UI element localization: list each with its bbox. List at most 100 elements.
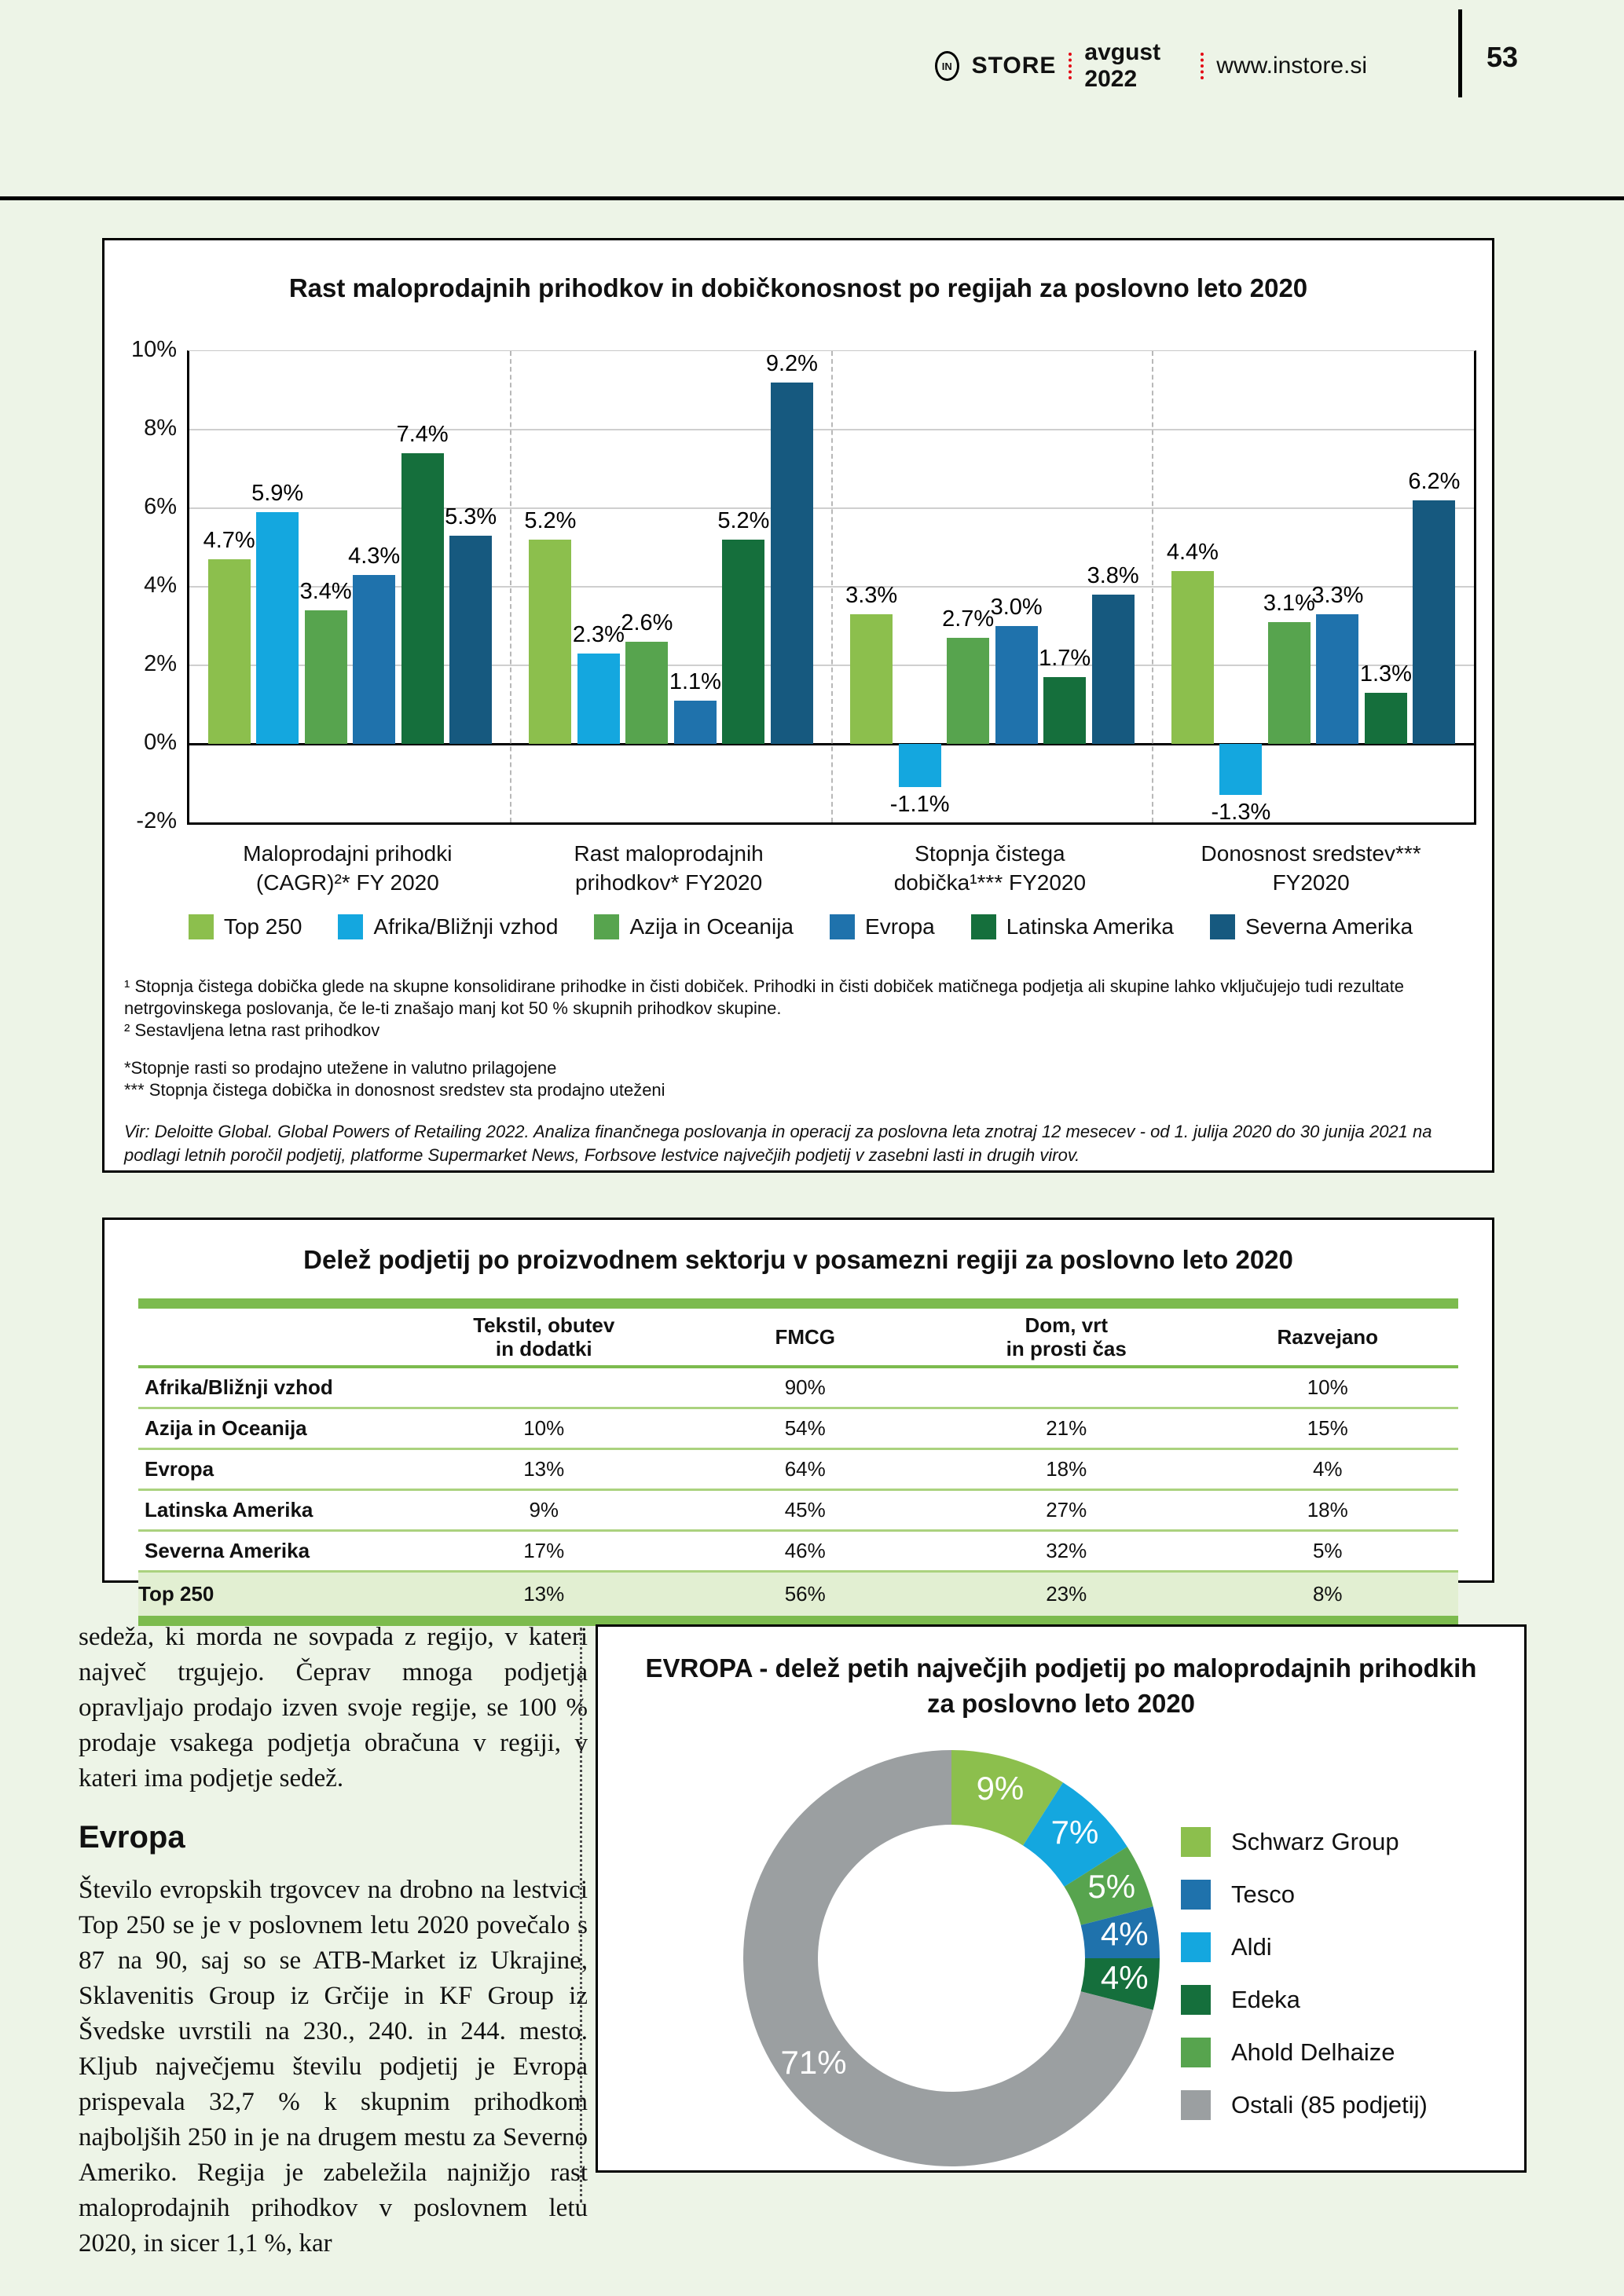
table-title: Delež podjetij po proizvodnem sektorju v…: [303, 1245, 1293, 1274]
region-cell: Severna Amerika: [145, 1539, 310, 1562]
bar-afrika-bli-nji-vzhod: [1219, 744, 1263, 795]
bar-value-label: 2.3%: [572, 622, 625, 647]
bar-chart-title: Rast maloprodajnih prihodkov in dobičkon…: [288, 273, 1308, 302]
donut-legend-item: Schwarz Group: [1181, 1815, 1428, 1868]
bar-value-label: 1.1%: [669, 669, 721, 694]
footnote: *Stopnje rasti so prodajno utežene in va…: [124, 1058, 557, 1078]
bar-latinska-amerika: [1364, 693, 1407, 744]
table-header-cell: Dom, vrt in prosti čas: [936, 1309, 1197, 1368]
donut-chart-title: EVROPA - delež petih največjih podjetij …: [598, 1650, 1524, 1721]
category-label-line: Stopnja čistega: [915, 841, 1065, 866]
bar-value-label: -1.3%: [1211, 800, 1271, 825]
legend-swatch-icon: [594, 914, 620, 939]
value-cell: 90%: [784, 1375, 826, 1399]
table-row: Latinska Amerika 9% 45% 27% 18%: [138, 1489, 1458, 1531]
bar-value-label: 5.2%: [524, 508, 577, 533]
donut-legend-label: Schwarz Group: [1231, 1827, 1399, 1855]
bar-afrika-bli-nji-vzhod: [577, 654, 620, 744]
table-row: Azija in Oceanija 10% 54% 21% 15%: [138, 1408, 1458, 1449]
sector-share-table: Tekstil, obutev in dodatki FMCG Dom, vrt in …: [138, 1309, 1458, 1616]
header-separator-icon: [1069, 53, 1072, 79]
donut-legend: Schwarz Group Tesco Aldi Edeka Ahold Delhaiz…: [1181, 1815, 1428, 2131]
bar-value-label: 4.4%: [1166, 540, 1219, 565]
header-line: Razvejano: [1277, 1325, 1379, 1349]
category-label-line: Rast maloprodajnih: [574, 841, 764, 866]
legend-swatch-icon: [1181, 1826, 1211, 1857]
value-cell: 23%: [1046, 1582, 1087, 1606]
bar-evropa: [673, 701, 717, 744]
bar-latinska-amerika: [401, 453, 444, 744]
category-label-line: (CAGR)²* FY 2020: [255, 870, 439, 895]
donut-title-line2: za poslovno leto 2020: [926, 1689, 1196, 1718]
category-label-line: Maloprodajni prihodki: [243, 841, 453, 866]
group-separator: [830, 351, 833, 822]
header-line: Tekstil, obutev: [473, 1313, 615, 1337]
value-cell: 15%: [1307, 1416, 1348, 1440]
legend-item: Afrika/Bližnji vzhod: [338, 914, 558, 939]
bar-value-label: 9.2%: [765, 351, 818, 376]
bar-chart-panel: Rast maloprodajnih prihodkov in dobičkon…: [102, 238, 1494, 1173]
table-top-bar: [138, 1298, 1458, 1309]
legend-item: Top 250: [188, 914, 302, 939]
legend-swatch-icon: [1181, 1932, 1211, 1962]
legend-item: Evropa: [830, 914, 935, 939]
donut-slice-edeka: [1080, 1958, 1160, 2010]
legend-label: Severna Amerika: [1245, 914, 1413, 939]
legend-swatch-icon: [1181, 2037, 1211, 2067]
bar-severna-amerika: [770, 383, 813, 744]
table-header-row: Tekstil, obutev in dodatki FMCG Dom, vrt in …: [138, 1309, 1458, 1368]
page-header: IN STORE avgust 2022 www.instore.si: [935, 39, 1367, 93]
footnote: ¹ Stopnja čistega dobička glede na skupn…: [124, 976, 1404, 1018]
header-separator-icon: [1201, 53, 1204, 79]
donut-slice-tesco: [1080, 1906, 1160, 1958]
bar-value-label: 2.6%: [621, 610, 673, 635]
value-cell: 8%: [1312, 1582, 1343, 1606]
y-axis-tick-label: 4%: [144, 573, 177, 598]
value-cell: 5%: [1312, 1539, 1343, 1562]
value-cell: 4%: [1312, 1457, 1343, 1481]
legend-label: Top 250: [223, 914, 302, 939]
value-cell: 10%: [1307, 1375, 1348, 1399]
bar-value-label: 3.3%: [1311, 583, 1364, 608]
category-label-line: dobička¹*** FY2020: [893, 870, 1087, 895]
value-cell: 32%: [1046, 1539, 1087, 1562]
header-line: Dom, vrt: [1025, 1313, 1108, 1337]
bar-azija-in-oceanija: [304, 610, 347, 744]
footnote-list: ¹ Stopnja čistega dobička glede na skupn…: [124, 976, 1472, 1101]
donut-legend-label: Aldi: [1231, 1932, 1272, 1961]
bar-value-label: 2.7%: [942, 606, 995, 632]
bar-value-label: 1.3%: [1359, 661, 1412, 687]
article-paragraph: sedeža, ki morda ne sovpada z regijo, v …: [79, 1623, 588, 1792]
table-header: Tekstil, obutev in dodatki FMCG Dom, vrt in …: [138, 1309, 1458, 1368]
donut-slice-label: 5%: [1087, 1868, 1135, 1905]
table-wrapper: Tekstil, obutev in dodatki FMCG Dom, vrt in …: [138, 1298, 1458, 1626]
table-row: Afrika/Bližnji vzhod 90% 10%: [138, 1367, 1458, 1408]
donut-slice-label: 9%: [977, 1770, 1025, 1807]
category-label-line: Donosnost sredstev***: [1201, 841, 1421, 866]
legend-swatch-icon: [338, 914, 364, 939]
table-header-cell: Razvejano: [1197, 1309, 1458, 1368]
header-line: in prosti čas: [1006, 1337, 1127, 1360]
bar-value-label: 3.1%: [1263, 591, 1315, 616]
donut-chart-panel: EVROPA - delež petih največjih podjetij …: [596, 1624, 1527, 2173]
bar-chart-category-labels: Maloprodajni prihodki (CAGR)²* FY 2020 Ras…: [187, 839, 1472, 897]
bar-value-label: 5.2%: [717, 508, 770, 533]
legend-swatch-icon: [970, 914, 996, 939]
region-cell: Top 250: [138, 1582, 214, 1606]
table-row: Top 250 13% 56% 23% 8%: [138, 1571, 1458, 1616]
article-paragraph: Število evropskih trgovcev na drobno na …: [79, 1876, 588, 2258]
legend-item: Severna Amerika: [1209, 914, 1413, 939]
table-header-cell: FMCG: [674, 1309, 936, 1368]
bar-value-label: 1.7%: [1039, 646, 1091, 671]
value-cell: 17%: [523, 1539, 565, 1562]
donut-legend-item: Ahold Delhaize: [1181, 2026, 1428, 2078]
bar-evropa: [353, 575, 396, 744]
instore-logo-icon: IN: [935, 51, 959, 81]
table-header-cell: Tekstil, obutev in dodatki: [413, 1309, 675, 1368]
y-axis-tick-label: 2%: [144, 651, 177, 676]
donut-slice-ostali-85-podjetij-: [743, 1750, 1153, 2166]
table-bottom-bar: [138, 1616, 1458, 1626]
bar-latinska-amerika: [722, 540, 765, 744]
region-cell: Azija in Oceanija: [145, 1416, 307, 1440]
y-axis-tick-label: 6%: [144, 494, 177, 519]
